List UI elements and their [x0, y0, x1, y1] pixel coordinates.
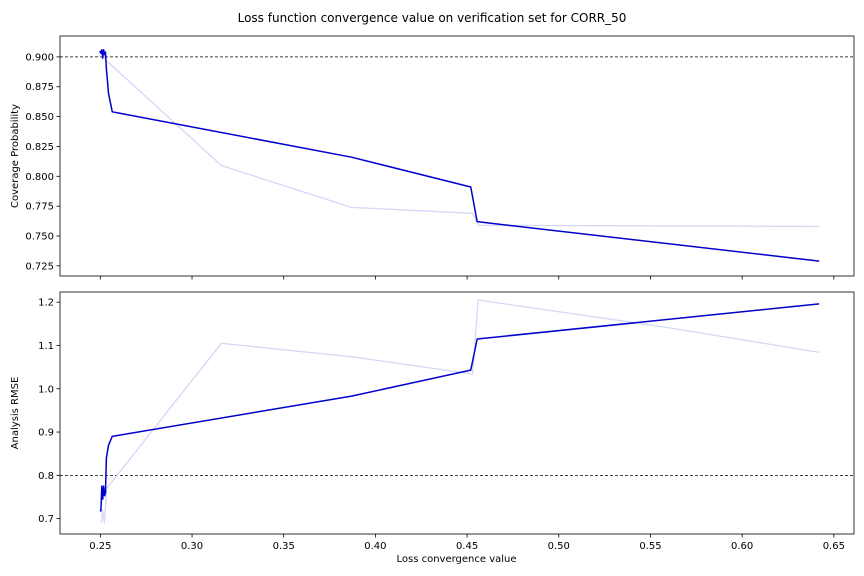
x-tick-label: 0.60	[731, 541, 753, 552]
series-line-0	[100, 50, 820, 228]
coverage-probability-panel: 0.725 0.750 0.775 0.800 0.825 0.850 0.875 0.900…	[10, 35, 855, 280]
y-tick-label: 0.9	[38, 428, 54, 439]
series-line-1	[99, 48, 820, 262]
plot-frame	[59, 35, 855, 277]
y-tick-label: 0.850	[25, 112, 54, 123]
y-tick-label: 1.0	[38, 384, 54, 395]
y-tick-label: 1.2	[38, 298, 54, 309]
x-tick-label: 0.55	[639, 541, 661, 552]
y-tick-label: 0.750	[25, 232, 54, 243]
x-tick-label: 0.40	[364, 541, 386, 552]
series-line-0	[100, 299, 820, 524]
y-tick-label: 0.7	[38, 514, 54, 525]
x-tick-label: 0.45	[456, 541, 478, 552]
analysis-rmse-panel: 0.25 0.30 0.35 0.40 0.45 0.50 0.55 0.60 0.65 0.7 0…	[10, 291, 855, 565]
y-tick-label: 0.725	[25, 261, 54, 272]
x-tick-label: 0.50	[548, 541, 570, 552]
x-tick-label: 0.35	[273, 541, 295, 552]
x-tick-label: 0.65	[823, 541, 845, 552]
x-axis-label: Loss convergence value	[396, 554, 516, 565]
series-line-1	[99, 303, 820, 512]
y-tick-label: 0.875	[25, 82, 54, 93]
y-tick-label: 0.8	[38, 471, 54, 482]
plot-frame	[59, 291, 855, 535]
chart-title: Loss function convergence value on verif…	[238, 11, 627, 25]
x-tick-label: 0.25	[89, 541, 111, 552]
y-tick-label: 0.775	[25, 202, 54, 213]
y-tick-label: 0.825	[25, 142, 54, 153]
y-tick-label: 0.900	[25, 52, 54, 63]
y-tick-label: 0.800	[25, 172, 54, 183]
y-axis-label: Coverage Probability	[10, 104, 21, 208]
y-axis-label: Analysis RMSE	[10, 377, 21, 450]
y-tick-label: 1.1	[38, 341, 54, 352]
x-tick-label: 0.30	[181, 541, 203, 552]
